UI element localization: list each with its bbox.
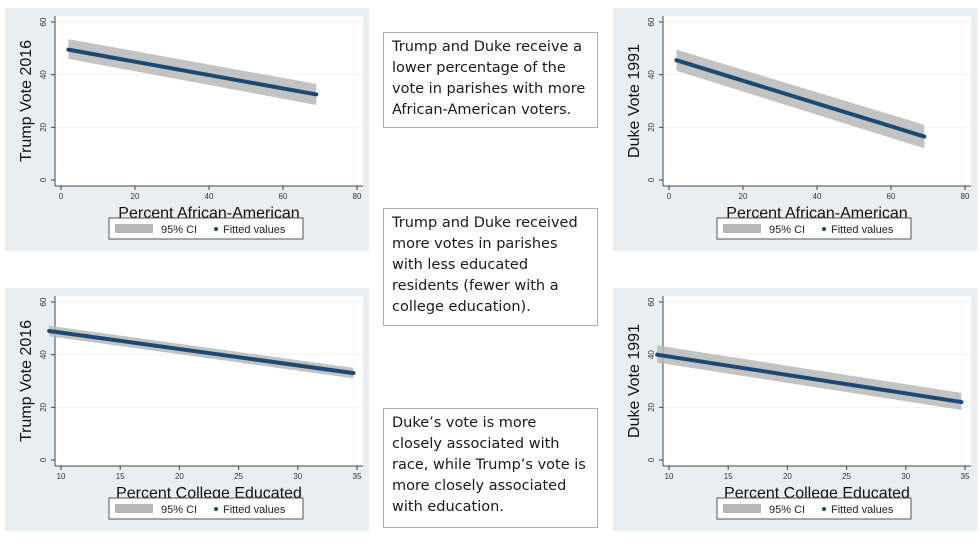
x-tick-label: 20: [175, 472, 184, 481]
x-tick-label: 15: [116, 472, 125, 481]
chart-duke-vs-college: 0 20 40 60 10 15 20 25 30 35 Percent College Educa…: [613, 288, 977, 531]
fitted-line: [66, 47, 319, 97]
legend-ci-label: 95% CI: [769, 504, 805, 516]
plot-area: [55, 16, 363, 186]
plot-area: [55, 296, 363, 466]
legend-fitted-label: Fitted values: [831, 224, 894, 236]
fitted-line: [47, 328, 356, 376]
y-tick-label: 60: [39, 17, 48, 26]
legend-box: [716, 217, 912, 240]
x-tick-label: 0: [59, 192, 64, 201]
legend-fitted-label: Fitted values: [223, 504, 286, 516]
x-tick-label: 20: [783, 472, 792, 481]
y-tick-label: 0: [39, 457, 48, 462]
legend-box: [108, 217, 304, 240]
x-tick-label: 20: [739, 192, 748, 201]
x-tick-label: 25: [842, 472, 851, 481]
y-tick-label: 40: [647, 350, 656, 359]
legend-fitted-marker: [822, 227, 826, 231]
annotation-race: Trump and Duke receive a lower percentag…: [383, 32, 598, 128]
annotation-comparison: Duke’s vote is more closely associated w…: [383, 408, 598, 528]
y-tick-label: 0: [39, 177, 48, 182]
chart-trump-vs-african-american: 0 20 40 60 0 20 40 60 80 Percent African-American…: [5, 8, 369, 251]
x-tick-label: 15: [724, 472, 733, 481]
x-tick-label: 35: [961, 472, 970, 481]
legend-fitted-marker: [214, 507, 218, 511]
y-tick-label: 20: [39, 402, 48, 411]
legend-box: [108, 497, 304, 520]
y-tick-label: 20: [647, 402, 656, 411]
y-tick-label: 40: [647, 70, 656, 79]
legend-fitted-label: Fitted values: [223, 224, 286, 236]
x-tick-label: 30: [293, 472, 302, 481]
x-tick-label: 25: [234, 472, 243, 481]
chart-trump-vs-college: 0 20 40 60 10 15 20 25 30 35 Percent College Educa…: [5, 288, 369, 531]
x-tick-label: 40: [205, 192, 214, 201]
fitted-line: [655, 352, 964, 405]
legend-fitted-label: Fitted values: [831, 504, 894, 516]
fitted-line: [674, 58, 927, 139]
x-tick-label: 60: [887, 192, 896, 201]
chart-duke-vs-african-american: 0 20 40 60 0 20 40 60 80 Percent African-American…: [613, 8, 977, 251]
y-tick-label: 40: [39, 350, 48, 359]
legend-ci-swatch: [723, 224, 761, 233]
y-tick-label: 60: [39, 297, 48, 306]
legend-box: [716, 497, 912, 520]
x-tick-label: 80: [353, 192, 362, 201]
legend-ci-label: 95% CI: [161, 504, 197, 516]
y-tick-label: 60: [647, 17, 656, 26]
x-tick-label: 60: [279, 192, 288, 201]
x-tick-label: 30: [901, 472, 910, 481]
x-tick-label: 40: [813, 192, 822, 201]
x-tick-label: 10: [665, 472, 674, 481]
x-tick-label: 35: [353, 472, 362, 481]
x-tick-label: 0: [667, 192, 672, 201]
legend-ci-label: 95% CI: [769, 224, 805, 236]
legend-ci-swatch: [115, 224, 153, 233]
x-tick-label: 10: [57, 472, 66, 481]
y-axis-title: Duke Vote 1991: [626, 324, 643, 438]
y-tick-label: 20: [39, 122, 48, 131]
y-axis-title: Trump Vote 2016: [18, 40, 35, 162]
x-tick-label: 20: [131, 192, 140, 201]
legend-fitted-marker: [822, 507, 826, 511]
y-axis-title: Trump Vote 2016: [18, 320, 35, 442]
y-tick-label: 0: [647, 177, 656, 182]
legend-ci-swatch: [115, 504, 153, 513]
x-tick-label: 80: [961, 192, 970, 201]
y-tick-label: 0: [647, 457, 656, 462]
y-axis-title: Duke Vote 1991: [626, 44, 643, 158]
y-tick-label: 20: [647, 122, 656, 131]
legend-ci-swatch: [723, 504, 761, 513]
annotation-education: Trump and Duke received more votes in pa…: [383, 208, 598, 326]
legend-ci-label: 95% CI: [161, 224, 197, 236]
legend-fitted-marker: [214, 227, 218, 231]
y-tick-label: 60: [647, 297, 656, 306]
y-tick-label: 40: [39, 70, 48, 79]
